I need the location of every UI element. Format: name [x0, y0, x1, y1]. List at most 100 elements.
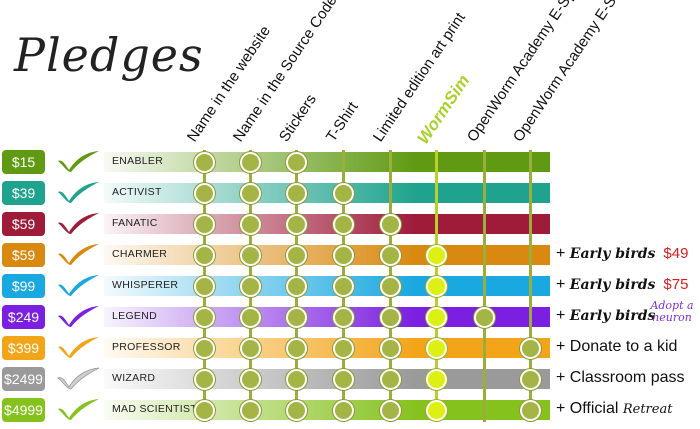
check-icon	[58, 399, 99, 420]
benefit-dot	[380, 369, 401, 390]
benefit-dot	[194, 183, 215, 204]
column-header-3: Stickers	[275, 91, 320, 145]
extra-price: $75	[663, 276, 689, 293]
tier-extra: + Early birds $75	[556, 276, 688, 294]
tier-extra: + Early birds $49	[556, 245, 688, 263]
tier-name: WIZARD	[112, 372, 156, 384]
tier-name: PROFESSOR	[112, 341, 181, 353]
benefit-dot	[426, 338, 447, 359]
tier-name: CHARMER	[112, 248, 168, 260]
tier-bar	[104, 152, 550, 172]
check-icon	[58, 275, 99, 296]
benefit-dot	[286, 276, 307, 297]
extra-text: + Classroom pass	[556, 369, 685, 386]
benefit-dot	[286, 183, 307, 204]
benefit-dot	[286, 214, 307, 235]
benefit-dot	[286, 245, 307, 266]
benefit-dot	[194, 307, 215, 328]
adopt-neuron-note: Adopt a neuron	[650, 299, 694, 324]
benefit-dot	[380, 307, 401, 328]
extra-text: +	[556, 245, 570, 262]
tier-price: $59	[2, 243, 45, 267]
tier-name: ACTIVIST	[112, 186, 162, 198]
check-icon	[58, 244, 99, 265]
page-title: Pledges	[14, 28, 204, 82]
extra-highlight: Early birds	[569, 246, 656, 262]
check-icon	[58, 306, 99, 327]
column-header-8: OpenWorm Academy E-Student	[509, 0, 644, 145]
benefit-dot	[194, 152, 215, 173]
tier-price: $15	[2, 150, 45, 174]
extra-text: + Donate to a kid	[556, 338, 678, 355]
benefit-dot	[240, 400, 261, 421]
tier-price: $249	[2, 305, 45, 329]
check-icon	[58, 151, 99, 172]
benefit-dot	[380, 245, 401, 266]
tier-price: $99	[2, 274, 45, 298]
benefit-dot	[333, 276, 354, 297]
benefit-dot	[333, 338, 354, 359]
benefit-dot	[194, 369, 215, 390]
benefit-dot	[286, 152, 307, 173]
tier-bar	[104, 183, 550, 203]
tier-price: $2499	[2, 367, 45, 391]
benefit-dot	[194, 214, 215, 235]
check-icon	[58, 337, 99, 358]
tier-name: MAD SCIENTIST	[112, 403, 197, 415]
benefit-dot	[333, 369, 354, 390]
column-line	[529, 150, 532, 422]
extra-highlight: Retreat	[622, 402, 673, 417]
extra-text: +	[556, 276, 570, 293]
benefit-dot	[426, 400, 447, 421]
benefit-dot	[426, 276, 447, 297]
benefit-dot	[520, 400, 541, 421]
tier-price: $399	[2, 336, 45, 360]
tier-extra: + Donate to a kid	[556, 338, 677, 356]
benefit-dot	[426, 369, 447, 390]
extra-price: $49	[663, 245, 689, 262]
extra-text: + Official	[556, 400, 623, 417]
tier-name: ENABLER	[112, 155, 164, 167]
benefit-dot	[240, 307, 261, 328]
benefit-dot	[380, 276, 401, 297]
column-header-4: T-Shirt	[322, 98, 362, 145]
check-icon	[57, 367, 100, 390]
benefit-dot	[380, 400, 401, 421]
extra-text: +	[556, 307, 570, 324]
benefit-dot	[426, 245, 447, 266]
benefit-dot	[380, 338, 401, 359]
benefit-dot	[240, 214, 261, 235]
benefit-dot	[194, 400, 215, 421]
benefit-dot	[240, 276, 261, 297]
benefit-dot	[333, 183, 354, 204]
tier-price: $4999	[2, 398, 45, 422]
benefit-dot	[380, 214, 401, 235]
benefit-dot	[240, 152, 261, 173]
benefit-dot	[240, 338, 261, 359]
tier-price: $39	[2, 181, 45, 205]
check-icon	[58, 213, 99, 234]
benefit-dot	[286, 400, 307, 421]
benefit-dot	[194, 245, 215, 266]
benefit-dot	[520, 369, 541, 390]
tier-name: LEGEND	[112, 310, 157, 322]
tier-extra: + Early birds	[556, 307, 655, 325]
column-line	[483, 150, 486, 422]
extra-highlight: Early birds	[569, 308, 656, 324]
benefit-dot	[240, 369, 261, 390]
benefit-dot	[333, 214, 354, 235]
benefit-dot	[194, 276, 215, 297]
benefit-dot	[426, 307, 447, 328]
check-icon	[58, 182, 99, 203]
benefit-dot	[474, 307, 495, 328]
benefit-dot	[240, 245, 261, 266]
benefit-dot	[333, 307, 354, 328]
tier-name: WHISPERER	[112, 279, 179, 291]
tier-price: $59	[2, 212, 45, 236]
benefit-dot	[286, 307, 307, 328]
extra-highlight: Early birds	[569, 277, 656, 293]
benefit-dot	[194, 338, 215, 359]
benefit-dot	[286, 369, 307, 390]
tier-bar	[104, 214, 550, 234]
